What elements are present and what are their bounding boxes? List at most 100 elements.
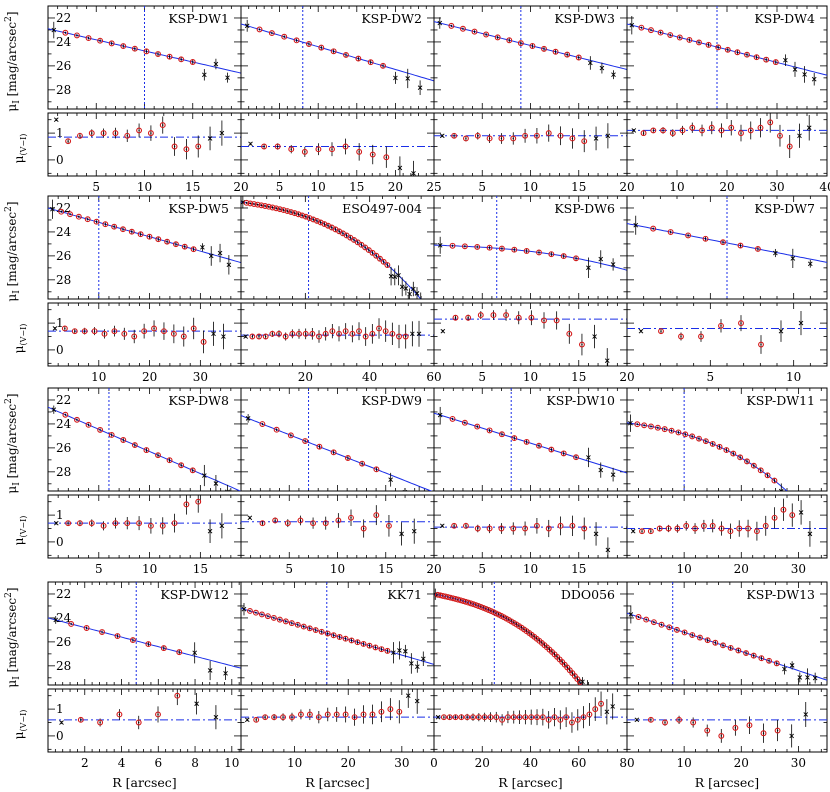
data-point-center — [668, 626, 670, 629]
excluded-point — [807, 510, 811, 514]
data-point-center — [386, 264, 389, 266]
data-point-center — [345, 234, 348, 237]
excluded-point — [241, 606, 247, 612]
data-point-center — [353, 239, 355, 241]
color-point-center — [91, 132, 93, 134]
color-point-center — [83, 330, 86, 332]
data-point — [763, 56, 770, 63]
color-point-center — [555, 319, 558, 322]
panel-ksp-dw4: 10 20 30 40 KSP-DW4 — [626, 5, 830, 194]
color-point — [329, 328, 336, 335]
data-point-center — [476, 425, 478, 428]
data-point-center — [312, 218, 314, 221]
data-point — [461, 419, 468, 426]
color-axis-label-main: μ — [12, 537, 26, 545]
data-point — [85, 35, 92, 42]
color-point-center — [477, 527, 479, 530]
color-point — [111, 328, 118, 335]
data-point-center — [551, 651, 553, 653]
data-point-center — [699, 636, 701, 639]
data-point — [715, 44, 722, 51]
fit-line — [241, 415, 433, 491]
excluded-color-point — [411, 171, 416, 176]
data-point — [155, 452, 161, 459]
color-point — [709, 522, 716, 529]
data-point-center — [294, 212, 296, 214]
mu-axis-label-unit: [mag/arcsec — [5, 22, 19, 101]
color-point — [324, 711, 331, 718]
data-point-center — [271, 206, 274, 209]
data-point-center — [683, 631, 686, 634]
data-point — [306, 215, 313, 221]
color-point — [65, 138, 72, 145]
color-point-center — [518, 716, 521, 718]
color-frame — [433, 112, 628, 177]
color-point — [446, 714, 453, 721]
color-point-center — [789, 145, 791, 148]
color-point-center — [460, 716, 463, 718]
excluded-point — [200, 244, 205, 250]
excluded-color-point — [53, 117, 59, 123]
color-point-center — [371, 333, 374, 335]
data-point — [377, 255, 383, 262]
excluded-point — [410, 286, 416, 292]
data-point-center — [99, 429, 101, 431]
color-point — [545, 130, 552, 137]
panel-ksp-dw3: 5 10 15 20 KSP-DW3 — [433, 5, 635, 194]
x-tick-label: 10 — [142, 562, 157, 576]
color-point — [297, 711, 304, 718]
color-point-center — [133, 335, 135, 338]
sb-data — [627, 15, 827, 86]
data-point — [560, 253, 567, 260]
color-point — [356, 148, 363, 155]
excluded-point — [50, 206, 55, 212]
data-point-center — [562, 452, 565, 455]
color-tick-label: 0 — [56, 153, 64, 167]
color-point-center — [548, 132, 550, 134]
data-point-center — [736, 51, 739, 53]
data-point-center — [332, 50, 335, 52]
excluded-color-point — [244, 717, 250, 723]
color-point-center — [454, 317, 457, 319]
color-tick-label: 1 — [56, 702, 64, 716]
color-point — [280, 714, 286, 721]
color-point-center — [258, 335, 260, 338]
x-axis-label: R [arcsec] — [305, 775, 369, 790]
data-point — [93, 218, 100, 225]
x-tick-label: 20 — [619, 370, 634, 384]
color-point-center — [185, 148, 188, 150]
color-point-center — [453, 135, 455, 137]
data-point-center — [78, 216, 80, 218]
data-point — [494, 34, 501, 41]
excluded-point — [611, 72, 616, 78]
data-point — [643, 616, 650, 623]
excluded-point — [601, 720, 605, 724]
data-point-center — [739, 456, 741, 459]
mu-tick-label: 24 — [56, 417, 72, 431]
data-point — [498, 431, 505, 438]
color-point — [458, 714, 465, 721]
color-point-center — [311, 333, 314, 335]
excluded-point — [811, 76, 817, 82]
data-point-center — [279, 208, 281, 210]
data-point-center — [501, 247, 503, 250]
data-point-center — [85, 627, 88, 629]
color-point-center — [720, 325, 722, 327]
panel-ksp-dw2: 5 10 15 20 25 KSP-DW2 — [240, 5, 442, 194]
color-point-center — [351, 333, 354, 335]
mu-axis-label-sub: I — [12, 290, 22, 294]
data-point — [137, 231, 144, 238]
color-point-center — [762, 732, 765, 734]
data-point — [764, 472, 771, 479]
color-frame — [626, 688, 828, 753]
color-point-center — [571, 525, 574, 527]
color-point — [581, 138, 588, 145]
color-point-center — [559, 719, 562, 721]
color-point-center — [371, 713, 374, 716]
color-point — [369, 151, 376, 158]
data-point — [573, 454, 579, 461]
color-point-center — [524, 716, 527, 718]
color-point-center — [559, 135, 562, 137]
data-point — [673, 626, 680, 633]
excluded-color-point — [194, 701, 199, 707]
